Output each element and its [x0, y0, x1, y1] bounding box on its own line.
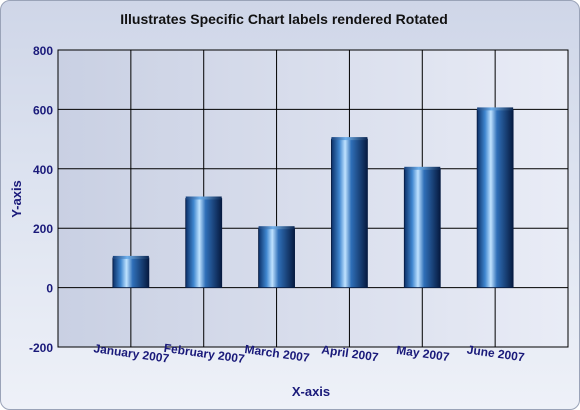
bar-3: [258, 227, 295, 288]
y-tick-label: 200: [33, 222, 53, 236]
y-tick-label: 400: [33, 163, 53, 177]
bar-5: [403, 168, 441, 289]
y-tick-label: 800: [33, 44, 53, 58]
bar-1: [112, 257, 150, 288]
y-tick-label: 600: [33, 103, 53, 117]
y-tick-labels: -200 0 200 400 600 800: [29, 44, 53, 355]
bar-cap-1: [112, 255, 149, 259]
y-tick-label: -200: [29, 341, 53, 355]
bar-cap-4: [331, 137, 368, 141]
y-axis-title: Y-axis: [9, 180, 24, 218]
bar-2: [185, 198, 223, 288]
y-tick-label: 0: [46, 282, 53, 296]
bar-6: [476, 109, 514, 288]
bar-cap-3: [258, 226, 295, 230]
chart-title: Illustrates Specific Chart labels render…: [120, 11, 448, 27]
bars: [112, 107, 514, 289]
bar-cap-6: [477, 107, 514, 111]
x-axis-title: X-axis: [292, 384, 330, 399]
bar-cap-2: [185, 196, 222, 200]
bar-cap-5: [404, 166, 441, 170]
bar-4: [331, 138, 368, 289]
